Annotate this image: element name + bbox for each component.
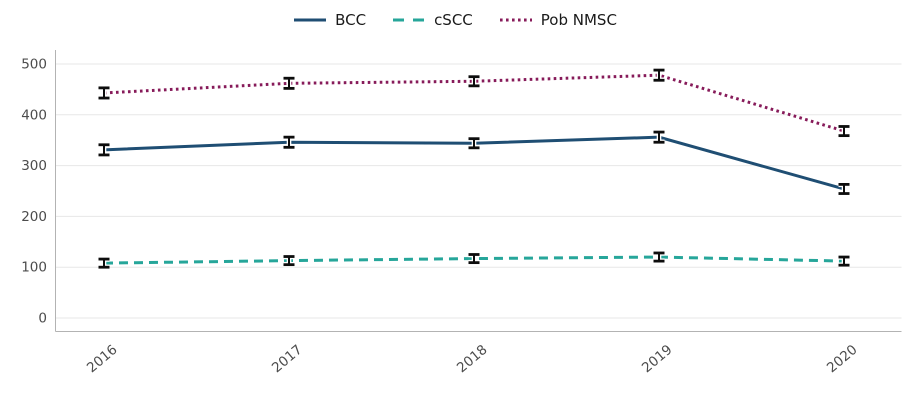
error-bar bbox=[283, 255, 295, 267]
legend-label: Pob NMSC bbox=[540, 10, 617, 29]
x-tick-label: 2018 bbox=[454, 342, 491, 376]
x-tick-label: 2017 bbox=[269, 342, 306, 376]
chart-legend: BCC cSCC Pob NMSC bbox=[0, 8, 910, 32]
x-tick-label: 2019 bbox=[639, 342, 676, 376]
error-bar bbox=[98, 86, 110, 100]
series-line-pob-nmsc bbox=[103, 73, 845, 133]
y-tick-label: 0 bbox=[38, 311, 47, 327]
legend-item-bcc: BCC bbox=[293, 10, 367, 29]
error-bar bbox=[468, 75, 480, 88]
y-tick-label: 400 bbox=[21, 107, 47, 123]
y-tick-label: 500 bbox=[21, 57, 47, 73]
legend-item-cscc: cSCC bbox=[392, 10, 473, 29]
legend-line-sample-icon bbox=[294, 18, 327, 22]
error-bar bbox=[98, 257, 110, 269]
error-bar bbox=[468, 253, 480, 265]
error-bar bbox=[283, 135, 295, 149]
error-bar bbox=[283, 76, 295, 90]
y-tick-label: 200 bbox=[21, 209, 47, 225]
error-bar bbox=[468, 137, 480, 150]
legend-line-sample-icon bbox=[393, 18, 426, 22]
error-bar bbox=[838, 125, 850, 138]
legend-label: cSCC bbox=[434, 10, 473, 29]
error-bar bbox=[838, 182, 850, 195]
series-line-cscc bbox=[103, 255, 845, 265]
legend-label: BCC bbox=[335, 10, 367, 29]
legend-line-sample-icon bbox=[499, 18, 532, 22]
error-bar bbox=[653, 251, 665, 263]
legend-item-pob-nmsc: Pob NMSC bbox=[499, 10, 617, 29]
x-tick-label: 2016 bbox=[84, 342, 121, 376]
y-tick-label: 300 bbox=[21, 158, 47, 174]
error-bar bbox=[98, 143, 110, 157]
error-bar bbox=[653, 130, 665, 144]
x-tick-label: 2020 bbox=[824, 342, 861, 376]
error-bar bbox=[838, 255, 850, 267]
error-bar bbox=[653, 68, 665, 82]
y-tick-label: 100 bbox=[21, 260, 47, 276]
